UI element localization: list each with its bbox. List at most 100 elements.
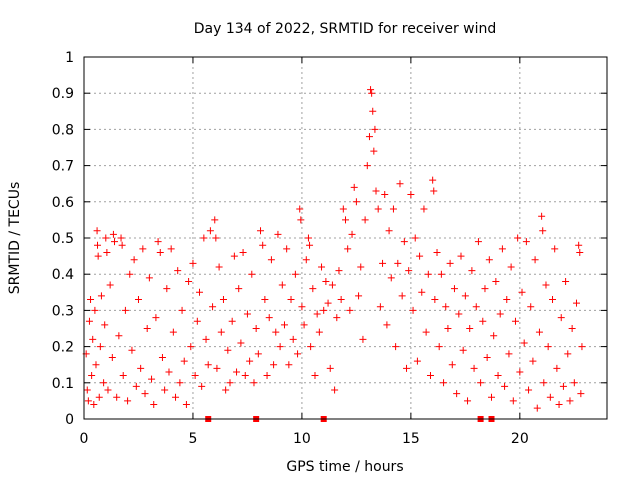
data-point [132, 382, 140, 390]
data-point [102, 234, 110, 242]
x-tick-label: 20 [511, 431, 529, 447]
data-point [283, 245, 291, 253]
data-point [246, 357, 254, 365]
data-point [124, 397, 132, 405]
data-point [383, 321, 391, 329]
data-point [357, 263, 365, 271]
data-point [158, 353, 166, 361]
data-point [430, 187, 438, 195]
data-point [92, 361, 100, 369]
data-point [398, 292, 406, 300]
data-point [335, 267, 343, 275]
data-point [575, 241, 583, 249]
data-point [520, 339, 528, 347]
data-point [363, 162, 371, 170]
data-point [141, 390, 149, 398]
data-point [163, 285, 171, 293]
data-point [119, 372, 127, 380]
data-point [333, 314, 341, 322]
data-point [371, 125, 379, 133]
data-point [150, 401, 158, 409]
data-point [416, 252, 424, 260]
data-point [137, 364, 145, 372]
data-point [309, 285, 317, 293]
data-point [553, 364, 561, 372]
data-point [193, 317, 201, 325]
data-point [344, 245, 352, 253]
data-point [562, 277, 570, 285]
data-point [396, 180, 404, 188]
data-point [387, 274, 395, 282]
data-point [477, 379, 485, 387]
data-point [429, 176, 437, 184]
data-point [516, 368, 524, 376]
data-point [533, 404, 541, 412]
data-point [94, 241, 102, 249]
data-point [191, 372, 199, 380]
data-point [90, 401, 98, 409]
data-point [265, 314, 273, 322]
data-point [296, 205, 304, 213]
data-point [568, 325, 576, 332]
data-point [96, 343, 104, 351]
data-point [289, 335, 297, 343]
data-point [88, 372, 96, 380]
data-point [250, 379, 258, 387]
data-point [145, 274, 153, 282]
data-point [405, 267, 413, 275]
data-point [367, 86, 375, 94]
data-point [126, 270, 134, 278]
data-point [328, 281, 336, 289]
data-point [117, 234, 125, 242]
x-axis-title: GPS time / hours [286, 459, 403, 475]
data-point [237, 339, 245, 347]
data-point [488, 393, 496, 401]
y-axis-title: SRMTID / TECUs [7, 182, 23, 295]
data-point [518, 288, 526, 296]
data-point [529, 357, 537, 365]
data-point [172, 393, 180, 401]
data-point [540, 379, 548, 387]
y-tick-label: 0.9 [52, 86, 74, 102]
data-point [359, 335, 367, 343]
data-point [211, 216, 219, 224]
grid-lines [84, 57, 607, 419]
data-point [228, 317, 236, 325]
data-point [139, 245, 147, 253]
data-point [291, 270, 299, 278]
data-point [212, 234, 220, 242]
data-point [217, 328, 225, 336]
data-point [215, 263, 223, 271]
data-point [503, 296, 511, 304]
data-point [165, 368, 173, 376]
y-tick-label: 0.1 [52, 376, 74, 392]
data-point [276, 343, 284, 351]
data-point [549, 296, 557, 304]
data-point [457, 252, 465, 260]
data-point [566, 397, 574, 405]
data-point [239, 248, 247, 256]
data-point [156, 248, 164, 256]
data-point [128, 346, 136, 354]
y-tick-label: 0.8 [52, 122, 74, 138]
data-point [230, 252, 238, 260]
data-point [274, 230, 282, 238]
data-point [313, 310, 321, 318]
data-point [422, 328, 430, 336]
data-point [93, 227, 101, 235]
data-point [413, 357, 421, 365]
data-point [578, 343, 586, 351]
data-point [418, 288, 426, 296]
data-point [200, 234, 208, 242]
data-point [420, 205, 428, 213]
data-point [539, 227, 547, 235]
data-point [481, 285, 489, 293]
data-point [355, 292, 363, 300]
data-point [324, 299, 332, 307]
data-point [559, 382, 567, 390]
data-point [326, 364, 334, 372]
data-point [300, 321, 308, 329]
data-point [294, 350, 302, 358]
data-point [252, 325, 260, 332]
chart-title: Day 134 of 2022, SRMTID for receiver win… [194, 21, 497, 37]
